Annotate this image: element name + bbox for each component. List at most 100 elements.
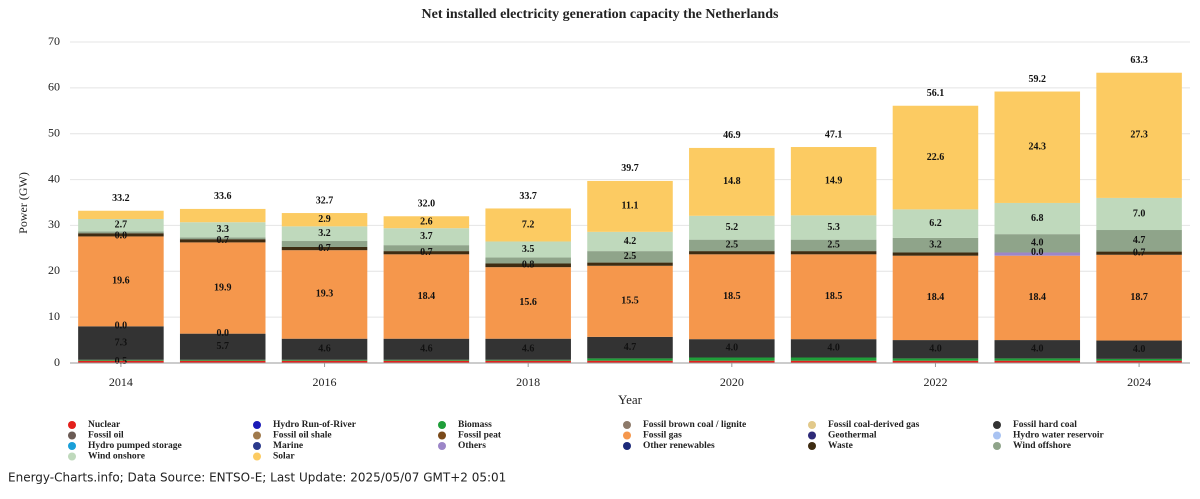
data-label: 4.0 (1031, 238, 1044, 249)
bar-segment (1096, 358, 1182, 361)
x-tick-label: 2016 (313, 375, 337, 389)
bar-segment (485, 360, 571, 363)
y-tick-label: 60 (48, 80, 60, 94)
data-label: 56.1 (927, 88, 945, 99)
data-label: 0.0 (115, 231, 128, 242)
data-label: 33.6 (214, 191, 232, 202)
legend-marker (253, 442, 261, 450)
data-label: 14.8 (723, 176, 741, 187)
chart-title: Net installed electricity generation cap… (422, 7, 779, 22)
bar-segment (179, 242, 266, 334)
data-label: 18.5 (825, 291, 843, 302)
bar-segment (78, 236, 164, 327)
bar-segment (587, 231, 673, 252)
x-tick-label: 2018 (516, 375, 540, 389)
y-axis-label: Power (GW) (16, 172, 30, 234)
bar-segment (994, 255, 1081, 341)
data-label: 6.2 (929, 218, 942, 229)
bar-segment (587, 265, 673, 337)
legend-marker (808, 442, 816, 450)
data-label: 4.0 (929, 344, 942, 355)
bar-segment (78, 219, 164, 232)
data-label: 18.5 (723, 291, 741, 302)
x-tick-label: 2024 (1127, 375, 1151, 389)
bar-segment (281, 360, 368, 363)
data-label: 7.0 (1133, 208, 1146, 219)
data-label: 7.3 (115, 337, 128, 348)
bar-segment (485, 208, 571, 242)
bar-segment (281, 226, 368, 242)
data-label: 3.2 (318, 228, 331, 239)
bar-segment (281, 338, 368, 360)
data-label: 4.0 (1133, 344, 1146, 355)
bar-segment (994, 252, 1081, 256)
y-tick-label: 30 (48, 217, 60, 231)
data-label: 18.4 (927, 292, 945, 303)
bar-segment (485, 241, 571, 258)
legend-marker (438, 421, 446, 429)
legend-label: Fossil brown coal / lignite (643, 420, 746, 430)
bar-segment (179, 208, 266, 223)
data-label: 19.6 (112, 276, 130, 287)
bar-segment (689, 357, 775, 361)
bar-segment (383, 359, 470, 361)
bar-segment (587, 262, 673, 266)
bar-segment (383, 245, 470, 252)
bar-segment (994, 202, 1081, 235)
data-label: 47.1 (825, 129, 843, 140)
legend-marker (993, 431, 1001, 440)
data-label: 2.5 (827, 240, 840, 251)
bar-segment (485, 263, 571, 268)
bar-segment (892, 340, 979, 359)
bar-segment (689, 254, 775, 340)
legend-label: Fossil gas (643, 431, 682, 441)
legend-marker (623, 431, 631, 440)
bar-segment (892, 255, 979, 341)
data-label: 5.2 (726, 222, 739, 233)
data-label: 14.9 (825, 175, 843, 186)
data-label: 4.6 (318, 344, 331, 355)
bar-segment (1096, 230, 1182, 252)
legend-label: Fossil hard coal (1013, 420, 1077, 430)
data-label: 0.8 (522, 260, 535, 271)
legend-label: Fossil oil shale (273, 431, 332, 441)
bar-segment (179, 359, 266, 361)
legend-marker (623, 442, 631, 450)
bar-segment (78, 359, 164, 361)
bar-segment (281, 359, 368, 361)
bar-segment (383, 216, 470, 229)
data-label: 2.7 (115, 219, 128, 230)
data-label: 15.6 (519, 297, 537, 308)
x-tick-label: 2014 (109, 375, 133, 389)
y-tick-label: 40 (48, 171, 60, 185)
y-tick-label: 20 (48, 263, 60, 277)
legend-label: Hydro pumped storage (88, 441, 182, 451)
bar-segment (892, 105, 979, 210)
y-tick-label: 70 (48, 34, 60, 48)
bar-segment (587, 358, 673, 361)
data-label: 0.7 (216, 235, 229, 246)
bar-segment (1096, 340, 1182, 359)
legend-marker (993, 421, 1001, 429)
legend-label: Fossil peat (458, 431, 502, 441)
bar-segment (179, 222, 266, 238)
legend-label: Other renewables (643, 441, 715, 451)
bar-segment (78, 210, 164, 220)
bar-segment (689, 215, 775, 240)
data-label: 0.0 (115, 321, 128, 332)
data-label: 4.6 (420, 344, 433, 355)
legend-label: Others (458, 441, 486, 451)
data-label: 5.7 (216, 341, 229, 352)
data-label: 4.6 (522, 344, 535, 355)
bar-segment (383, 251, 470, 255)
bar-segment (689, 360, 775, 363)
bar-segment (689, 251, 775, 255)
bar-segment (281, 241, 368, 247)
bar-segment (179, 360, 266, 363)
legend-marker (68, 431, 76, 440)
bar-segment (892, 209, 979, 238)
bar-segment (689, 147, 775, 216)
data-label: 4.0 (827, 343, 840, 354)
